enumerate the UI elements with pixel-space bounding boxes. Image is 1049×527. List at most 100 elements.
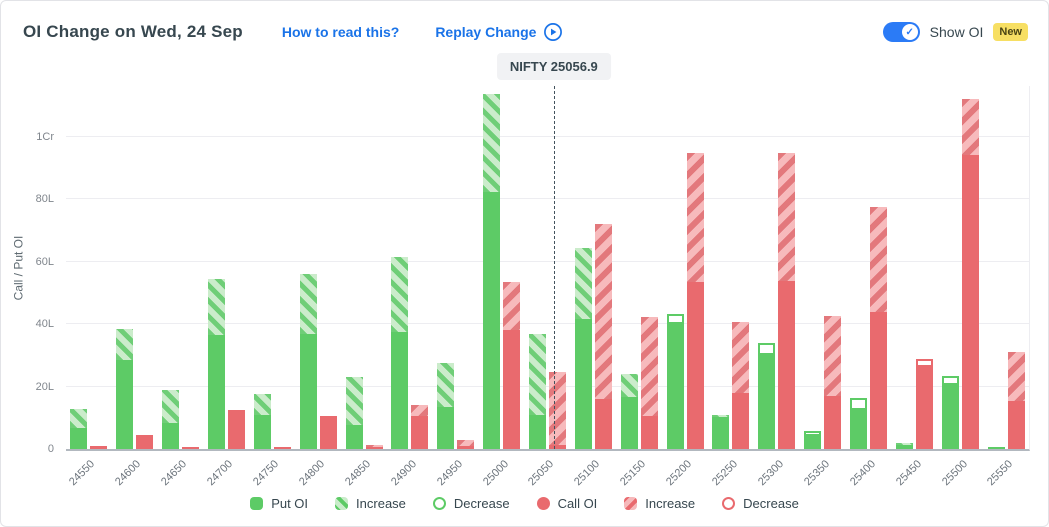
put-bar-24900[interactable]	[391, 257, 409, 449]
call-increase-segment	[594, 224, 612, 400]
plot-area: Call / Put OI 0 20L 40L 60L 80L 1Cr NIFTY 2505…	[11, 53, 1030, 455]
put-bar-25300[interactable]	[758, 342, 776, 449]
call-bar-25050[interactable]	[549, 371, 567, 449]
new-badge: New	[993, 23, 1028, 41]
put-increase-segment	[116, 328, 134, 361]
put-bar-25200[interactable]	[666, 313, 684, 449]
x-tick-24600: 24600	[113, 458, 144, 489]
put-bar-25500[interactable]	[941, 376, 959, 449]
show-oi-toggle[interactable]: ✓	[882, 22, 920, 42]
put-solid-swatch-icon	[250, 497, 264, 510]
legend-item-put-inc[interactable]: Increase	[335, 496, 406, 511]
call-bar-25500[interactable]	[961, 98, 979, 449]
call-bar-25400[interactable]	[870, 206, 888, 449]
put-bar-24750[interactable]	[253, 394, 271, 449]
bar-group-25150	[616, 86, 662, 449]
put-decrease-segment	[758, 342, 776, 356]
call-bar-25200[interactable]	[686, 152, 704, 449]
call-bar-24650[interactable]	[182, 447, 200, 449]
bar-group-25100	[570, 86, 616, 449]
call-bar-24950[interactable]	[457, 439, 475, 449]
legend-item-put-dec[interactable]: Decrease	[432, 496, 510, 511]
legend-item-call-solid[interactable]: Call OI	[536, 496, 597, 511]
put-increase-segment	[208, 278, 225, 336]
how-to-read-link[interactable]: How to read this?	[281, 24, 400, 40]
put-bar-24550[interactable]	[70, 409, 88, 449]
put-bar-24650[interactable]	[162, 389, 180, 449]
y-tick-label: 60L	[35, 255, 54, 268]
call-bar-24750[interactable]	[273, 446, 291, 449]
call-decrease-segment	[915, 359, 933, 367]
put-solid-segment	[529, 414, 547, 449]
x-tick-25450: 25450	[893, 458, 924, 489]
put-bar-25400[interactable]	[850, 398, 868, 449]
call-bar-25450[interactable]	[915, 359, 933, 449]
put-bar-25550[interactable]	[987, 446, 1005, 449]
put-increase-segment	[620, 374, 638, 397]
call-bar-25100[interactable]	[594, 224, 612, 449]
call-solid-segment	[686, 282, 704, 449]
put-solid-segment	[345, 424, 363, 449]
bar-group-24600	[112, 86, 158, 449]
call-bar-24600[interactable]	[136, 434, 154, 449]
put-solid-segment	[208, 335, 225, 449]
legend-item-call-inc[interactable]: Increase	[624, 496, 695, 511]
put-bar-25150[interactable]	[620, 374, 638, 449]
x-tick-24850: 24850	[342, 458, 373, 489]
call-solid-segment	[824, 395, 842, 449]
call-bar-24700[interactable]	[228, 410, 245, 449]
put-bar-25250[interactable]	[712, 414, 730, 449]
put-bar-25050[interactable]	[529, 333, 547, 449]
call-solid-segment	[457, 445, 475, 449]
call-solid-segment	[640, 416, 658, 449]
put-bar-25450[interactable]	[895, 443, 913, 449]
call-increase-segment	[365, 444, 383, 448]
put-increase-segment	[483, 93, 501, 192]
put-solid-segment	[666, 324, 684, 449]
call-bar-25300[interactable]	[778, 153, 796, 449]
call-bar-25000[interactable]	[503, 282, 521, 449]
y-tick-label: 40L	[35, 318, 54, 331]
put-increase-segment	[253, 394, 271, 415]
put-bar-24950[interactable]	[437, 362, 455, 449]
put-bar-25000[interactable]	[483, 93, 501, 449]
gridline	[66, 323, 1029, 325]
call-bar-24850[interactable]	[365, 444, 383, 449]
put-bar-25350[interactable]	[804, 430, 822, 449]
put-solid-segment	[987, 446, 1005, 449]
call-bar-24800[interactable]	[319, 416, 337, 449]
call-bar-25150[interactable]	[640, 317, 658, 449]
bar-group-25550	[983, 86, 1029, 449]
call-solid-segment	[594, 399, 612, 449]
x-tick-25100: 25100	[572, 458, 603, 489]
call-solid-segment	[411, 415, 429, 449]
put-bar-24800[interactable]	[299, 274, 317, 449]
legend-item-call-dec[interactable]: Decrease	[722, 496, 799, 511]
call-bar-25250[interactable]	[732, 321, 750, 449]
call-bar-25350[interactable]	[824, 315, 842, 449]
call-solid-segment	[732, 392, 750, 449]
x-tick-24550: 24550	[67, 458, 98, 489]
call-bar-24550[interactable]	[90, 445, 108, 449]
replay-change-button[interactable]: Replay Change	[435, 22, 563, 42]
legend-label: Increase	[356, 496, 406, 511]
call-solid-segment	[778, 280, 796, 449]
put-increase-segment	[712, 414, 730, 417]
legend-item-put-solid[interactable]: Put OI	[250, 496, 308, 511]
gridline	[66, 198, 1029, 200]
call-bar-25550[interactable]	[1007, 351, 1025, 449]
call-dec-swatch-icon	[722, 497, 736, 510]
put-increase-segment	[529, 333, 547, 415]
legend-label: Increase	[645, 496, 696, 511]
put-inc-swatch-icon	[335, 497, 349, 510]
x-tick-24700: 24700	[205, 458, 236, 489]
bar-group-25500	[937, 86, 983, 449]
put-bar-24700[interactable]	[208, 278, 225, 449]
put-bar-25100[interactable]	[574, 248, 592, 449]
put-bar-24850[interactable]	[345, 377, 363, 449]
call-solid-segment	[961, 155, 979, 449]
call-solid-segment	[319, 416, 337, 449]
put-solid-segment	[253, 414, 271, 449]
call-bar-24900[interactable]	[411, 404, 429, 449]
put-bar-24600[interactable]	[116, 328, 134, 449]
